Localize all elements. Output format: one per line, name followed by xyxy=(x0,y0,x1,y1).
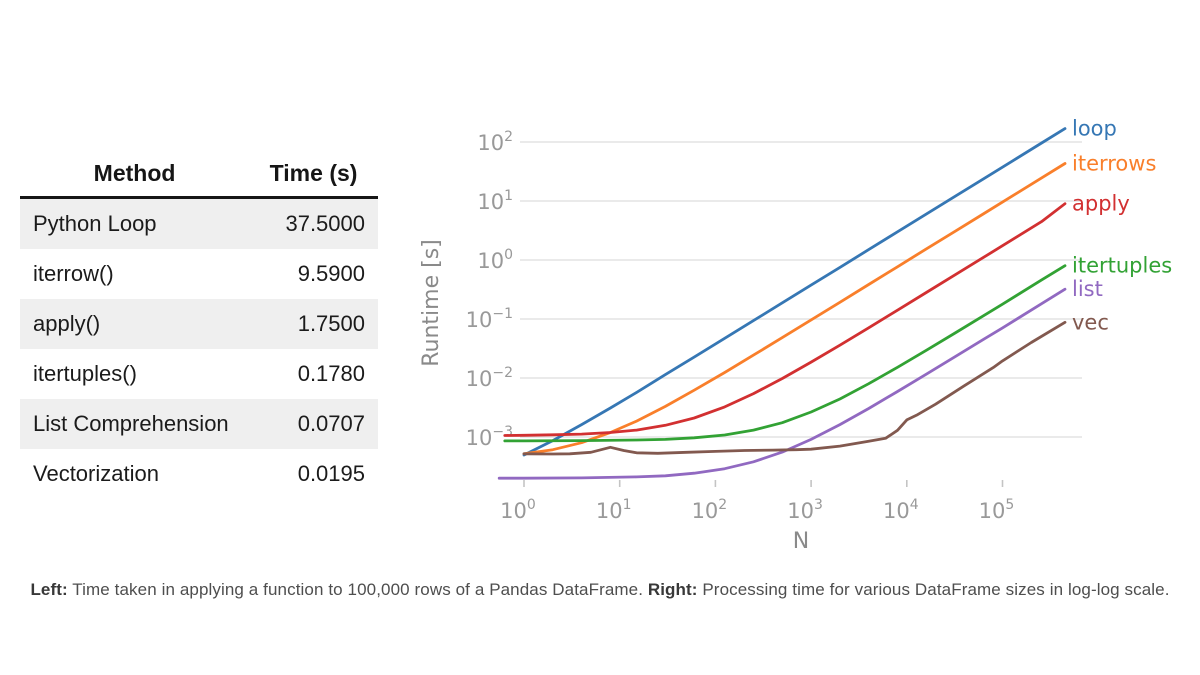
series-label-loop: loop xyxy=(1072,117,1117,141)
method-header: Method xyxy=(20,154,250,199)
time-cell: 9.5900 xyxy=(297,261,365,286)
benchmark-table-body: Python Loop 37.5000 iterrow() 9.5900 apply()… xyxy=(20,197,378,500)
x-tick-label: 100 xyxy=(500,497,536,523)
series-label-itertuples: itertuples xyxy=(1072,254,1172,278)
method-cell: iterrow() xyxy=(33,261,114,286)
y-tick-label: 10−2 xyxy=(466,365,513,391)
x-tick-label: 101 xyxy=(596,497,632,523)
x-tick-label: 105 xyxy=(979,497,1015,523)
y-axis-title: Runtime [s] xyxy=(420,239,444,367)
method-cell: apply() xyxy=(33,311,101,336)
figure-caption: Left: Time taken in applying a function … xyxy=(0,579,1200,600)
table-row: itertuples() 0.1780 xyxy=(20,349,378,399)
series-line-loop xyxy=(522,127,1067,457)
series-label-iterrows: iterrows xyxy=(1072,152,1156,176)
time-cell: 0.1780 xyxy=(297,361,365,386)
series-label-apply: apply xyxy=(1072,192,1130,216)
x-tick-label: 102 xyxy=(692,497,728,523)
series-line-iterrows xyxy=(522,162,1067,456)
series-line-itertuples xyxy=(503,264,1067,443)
runtime-chart-svg: 102 101 100 10−1 10−2 10−3 100 101 102 103 104 105 N… xyxy=(420,117,1172,554)
table-row: apply() 1.7500 xyxy=(20,299,378,349)
series-label-vec: vec xyxy=(1072,310,1109,334)
method-cell: Python Loop xyxy=(33,211,157,236)
time-header: Time (s) xyxy=(249,154,378,199)
series-line-list xyxy=(497,287,1067,480)
y-tick-label: 10−1 xyxy=(466,306,513,332)
x-tick-label: 104 xyxy=(883,497,919,523)
table-row: iterrow() 9.5900 xyxy=(20,249,378,299)
caption-right-text: Processing time for various DataFrame si… xyxy=(697,580,1170,599)
time-cell: 0.0707 xyxy=(297,411,365,436)
y-tick-label: 102 xyxy=(477,129,513,155)
table-row: Python Loop 37.5000 xyxy=(20,197,378,249)
caption-left-label: Left: xyxy=(30,580,68,599)
table-row: List Comprehension 0.0707 xyxy=(20,399,378,449)
y-tick-label: 101 xyxy=(477,188,513,214)
series-line-vec xyxy=(522,320,1067,456)
caption-left-text: Time taken in applying a function to 100… xyxy=(67,580,648,599)
series-line-apply xyxy=(503,202,1067,437)
benchmark-table: Method Time (s) Python Loop 37.5000 iterro… xyxy=(20,154,378,499)
method-cell: itertuples() xyxy=(33,361,137,386)
series-label-list: list xyxy=(1072,277,1103,301)
table-header-row: Method Time (s) xyxy=(20,154,378,199)
caption-right-label: Right: xyxy=(647,580,698,599)
time-cell: 1.7500 xyxy=(297,311,365,336)
x-axis-title: N xyxy=(793,529,809,554)
table-row: Vectorization 0.0195 xyxy=(20,449,378,499)
x-tick-label: 103 xyxy=(787,497,823,523)
y-tick-label: 100 xyxy=(477,247,513,273)
time-cell: 0.0195 xyxy=(297,461,365,486)
time-cell: 37.5000 xyxy=(285,211,365,236)
y-tick-label: 10−3 xyxy=(466,424,513,450)
runtime-chart: 102 101 100 10−1 10−2 10−3 100 101 102 103 104 105 N… xyxy=(420,90,1200,560)
method-cell: Vectorization xyxy=(33,461,159,486)
method-cell: List Comprehension xyxy=(33,411,229,436)
